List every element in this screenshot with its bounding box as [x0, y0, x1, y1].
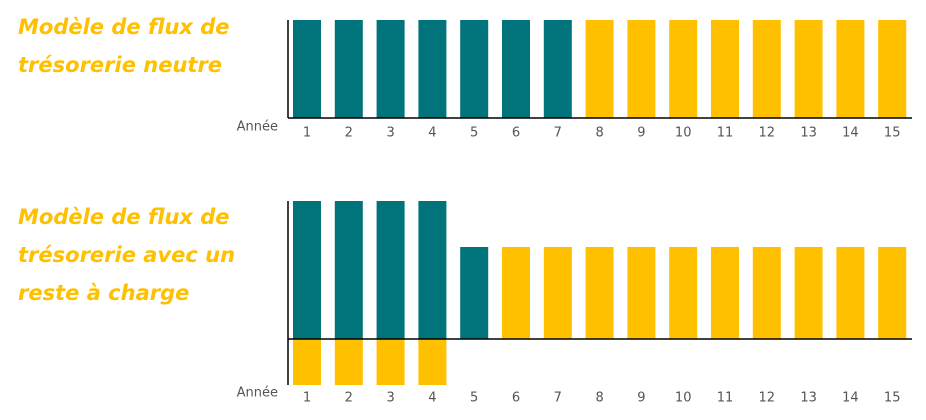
bar — [293, 201, 321, 339]
bar — [669, 247, 698, 339]
bar — [711, 20, 739, 118]
x-tick-label: 7 — [554, 126, 562, 141]
x-tick-label: 15 — [884, 126, 901, 141]
chart-title: Modèle de flux de — [18, 15, 230, 39]
bar — [460, 20, 489, 118]
bar — [669, 20, 698, 118]
bar — [711, 247, 739, 339]
chart-title: reste à charge — [18, 281, 189, 305]
bar — [418, 20, 447, 118]
x-tick-label: 8 — [595, 126, 603, 141]
bar — [543, 247, 572, 339]
x-tick-label: 1 — [303, 126, 311, 141]
x-tick-label: 5 — [470, 391, 478, 406]
bar — [627, 20, 656, 118]
bar — [418, 339, 447, 385]
x-tick-label: 13 — [800, 391, 817, 406]
bar — [334, 339, 363, 385]
bar — [502, 20, 530, 118]
bar — [585, 247, 614, 339]
bar — [293, 339, 321, 385]
bar — [376, 20, 405, 118]
x-tick-label: 9 — [637, 391, 645, 406]
bar — [418, 201, 447, 339]
chart-title: Modèle de flux de — [18, 205, 230, 229]
x-tick-label: 4 — [428, 126, 436, 141]
chart-title: trésorerie avec un — [18, 243, 235, 267]
bar — [502, 247, 530, 339]
bar — [836, 20, 865, 118]
bar — [293, 20, 321, 118]
bar — [334, 20, 363, 118]
x-tick-label: 4 — [428, 391, 436, 406]
bar — [376, 339, 405, 385]
x-tick-label: 8 — [595, 391, 603, 406]
x-axis-label: Année — [237, 120, 278, 135]
bar — [794, 247, 823, 339]
x-tick-label: 3 — [386, 126, 394, 141]
x-tick-label: 15 — [884, 391, 901, 406]
x-tick-label: 5 — [470, 126, 478, 141]
bar — [543, 20, 572, 118]
x-tick-label: 11 — [717, 391, 734, 406]
x-tick-label: 13 — [800, 126, 817, 141]
x-tick-label: 11 — [717, 126, 734, 141]
x-tick-label: 10 — [675, 391, 692, 406]
x-tick-label: 7 — [554, 391, 562, 406]
x-tick-label: 1 — [303, 391, 311, 406]
x-tick-label: 14 — [842, 391, 859, 406]
x-tick-label: 2 — [345, 126, 353, 141]
bar — [585, 20, 614, 118]
bar — [794, 20, 823, 118]
bar — [334, 201, 363, 339]
x-tick-label: 12 — [759, 391, 776, 406]
chart-title: trésorerie neutre — [18, 53, 222, 77]
bar — [878, 20, 907, 118]
x-tick-label: 14 — [842, 126, 859, 141]
bar — [836, 247, 865, 339]
x-tick-label: 6 — [512, 391, 520, 406]
x-tick-label: 6 — [512, 126, 520, 141]
bar — [376, 201, 405, 339]
x-tick-label: 10 — [675, 126, 692, 141]
x-tick-label: 9 — [637, 126, 645, 141]
bar — [878, 247, 907, 339]
x-tick-label: 3 — [386, 391, 394, 406]
bar — [752, 247, 781, 339]
x-axis-label: Année — [237, 386, 278, 401]
bar — [752, 20, 781, 118]
x-tick-label: 12 — [759, 126, 776, 141]
bar — [627, 247, 656, 339]
x-tick-label: 2 — [345, 391, 353, 406]
bar — [460, 247, 489, 339]
